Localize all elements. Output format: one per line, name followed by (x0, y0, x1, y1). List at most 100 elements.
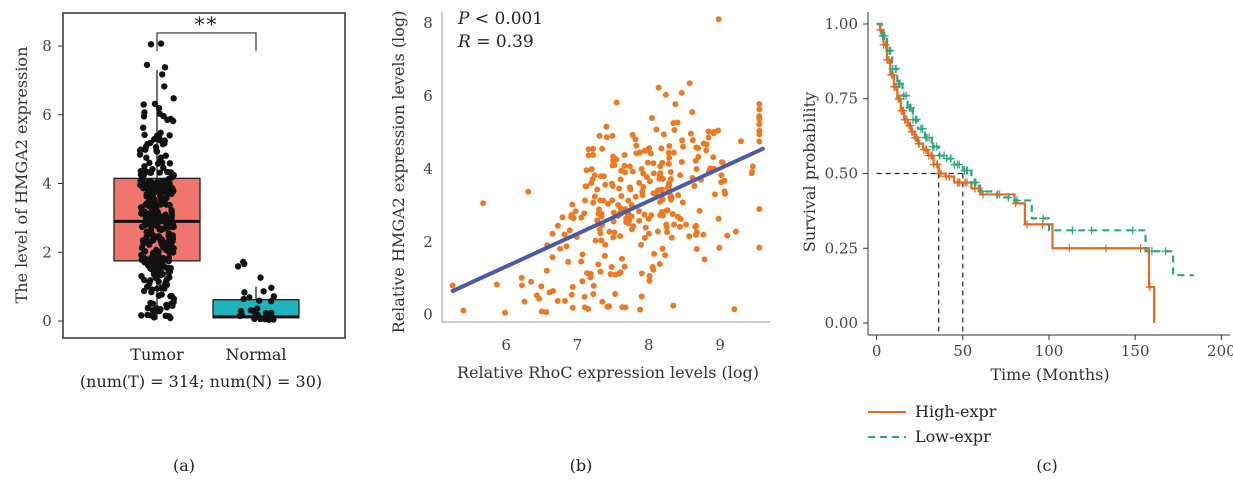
scatter-point (543, 267, 550, 274)
scatter-point (638, 241, 645, 248)
y-tick-label: 2 (423, 233, 433, 251)
normal-point (260, 288, 267, 295)
y-tick-label: 0 (42, 312, 52, 330)
scatter-point (588, 166, 595, 173)
tumor-point (144, 256, 152, 263)
tumor-point (139, 124, 147, 131)
scatter-point (607, 271, 614, 278)
scatter-point (590, 199, 597, 206)
scatter-point (703, 141, 710, 148)
scatter-point (569, 201, 576, 208)
tumor-point (162, 152, 170, 159)
scatter-point (559, 214, 566, 221)
scatter-point (695, 153, 702, 160)
scatter-point (637, 306, 644, 313)
scatter-point (598, 237, 605, 244)
scatter-point (700, 231, 707, 238)
tumor-point (150, 199, 158, 207)
scatter-point (677, 223, 684, 230)
y-tick-label: 6 (42, 106, 52, 124)
y-tick-label: 8 (423, 14, 433, 32)
scatter-point (678, 89, 685, 96)
censor-mark (896, 79, 904, 88)
scatter-point (585, 305, 592, 312)
scatter-point (665, 149, 672, 156)
survival-curve-high (876, 22, 1156, 324)
scatter-point (646, 273, 653, 280)
tumor-point (154, 285, 161, 292)
scatter-point (670, 149, 677, 156)
censor-mark (1128, 226, 1137, 235)
scatter-point (639, 192, 646, 199)
normal-point (267, 297, 275, 305)
panel-b-ylabel: Relative HMGA2 expression levels (log) (389, 11, 408, 334)
panel-c-ylabel: Survival probability (800, 92, 819, 252)
scatter-point (653, 126, 660, 133)
tumor-point (163, 220, 170, 227)
scatter-point (557, 245, 564, 252)
legend-label-low: Low-expr (915, 427, 991, 446)
scatter-point (666, 182, 673, 189)
scatter-point (705, 128, 712, 135)
scatter-point (609, 132, 616, 139)
y-tick-label: 4 (423, 160, 433, 178)
scatter-point (460, 307, 467, 314)
scatter-point (693, 245, 700, 252)
scatter-point (590, 145, 597, 152)
censor-mark (890, 82, 899, 91)
tumor-point (150, 314, 158, 321)
tumor-point (164, 189, 172, 197)
tumor-point (141, 109, 148, 116)
censor-mark (977, 187, 986, 196)
scatter-point (632, 193, 639, 200)
scatter-point (561, 297, 568, 304)
tumor-point (144, 311, 151, 319)
tumor-point (151, 233, 159, 240)
scatter-point (641, 234, 648, 241)
sample-size-footnote: (num(T) = 314; num(N) = 30) (80, 372, 322, 391)
scatter-point (748, 170, 755, 177)
panel-c-survival: 0 50 100 150 200 0.00 0.25 0.50 0.75 1.00 Surviv… (800, 12, 1233, 475)
censor-mark (1101, 244, 1110, 253)
legend-label-high: High-expr (915, 402, 997, 421)
censor-mark (927, 151, 936, 160)
scatter-point (718, 179, 725, 186)
tumor-point (147, 178, 155, 186)
scatter-point (710, 154, 717, 161)
scatter-point (638, 165, 645, 172)
scatter-point (603, 123, 610, 130)
scatter-point (590, 291, 597, 298)
tumor-point (150, 309, 158, 316)
censor-mark (1161, 247, 1170, 256)
scatter-point (621, 263, 628, 270)
censor-mark (937, 169, 946, 178)
scatter-point (594, 217, 601, 224)
normal-point (261, 316, 269, 323)
scatter-point (655, 84, 662, 91)
scatter-point (596, 226, 603, 233)
scatter-point (648, 114, 655, 121)
tumor-point (161, 137, 168, 144)
tumor-point (156, 225, 163, 232)
scatter-point (640, 183, 647, 190)
censor-mark (906, 103, 915, 112)
panel-c-xlabel: Time (Months) (990, 365, 1109, 384)
tumor-point (146, 159, 153, 167)
scatter-point (636, 149, 643, 156)
scatter-point (569, 304, 576, 311)
tumor-point (163, 281, 171, 288)
tumor-point (168, 206, 175, 214)
tumor-point (169, 237, 176, 245)
tumor-point (152, 143, 160, 151)
tumor-point (156, 169, 163, 176)
scatter-point (610, 157, 617, 164)
scatter-point (678, 158, 685, 165)
scatter-point (654, 228, 661, 235)
scatter-point (597, 268, 604, 275)
regression-line (450, 146, 765, 293)
scatter-point (590, 151, 597, 158)
censor-mark (935, 151, 944, 160)
tumor-point (138, 251, 145, 259)
scatter-point (528, 278, 535, 285)
scatter-point (659, 196, 666, 203)
